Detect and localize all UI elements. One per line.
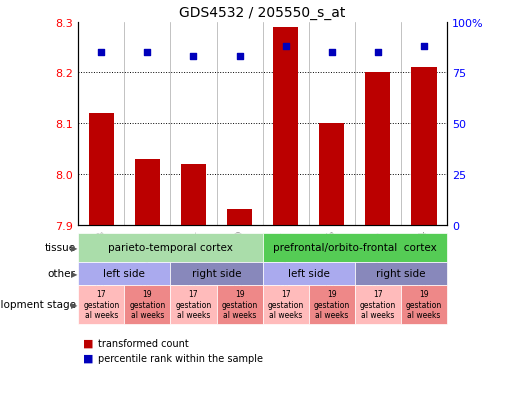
Bar [273, 28, 298, 225]
Text: 19
gestation
al weeks: 19 gestation al weeks [221, 290, 258, 319]
Text: 19
gestation
al weeks: 19 gestation al weeks [129, 290, 166, 319]
Text: left side: left side [104, 268, 145, 279]
Text: ▶: ▶ [71, 243, 78, 252]
Bar [181, 164, 206, 225]
Text: percentile rank within the sample: percentile rank within the sample [98, 353, 264, 363]
Point [282, 44, 290, 50]
Title: GDS4532 / 205550_s_at: GDS4532 / 205550_s_at [179, 6, 346, 20]
Text: tissue: tissue [44, 243, 76, 253]
Point [235, 54, 243, 60]
Text: 17
gestation
al weeks: 17 gestation al weeks [268, 290, 304, 319]
Text: development stage: development stage [0, 299, 76, 310]
Bar [135, 159, 160, 225]
Bar [227, 210, 252, 225]
Point [97, 50, 106, 57]
Text: ■: ■ [83, 338, 94, 348]
Text: parieto-temporal cortex: parieto-temporal cortex [108, 243, 233, 253]
Text: 17
gestation
al weeks: 17 gestation al weeks [360, 290, 396, 319]
Point [143, 50, 152, 57]
Text: prefrontal/orbito-frontal  cortex: prefrontal/orbito-frontal cortex [273, 243, 437, 253]
Text: ▶: ▶ [71, 269, 78, 278]
Bar [411, 68, 436, 225]
Text: 17
gestation
al weeks: 17 gestation al weeks [83, 290, 120, 319]
Bar [319, 124, 344, 225]
Text: 19
gestation
al weeks: 19 gestation al weeks [314, 290, 350, 319]
Text: 17
gestation
al weeks: 17 gestation al weeks [175, 290, 212, 319]
Point [374, 50, 382, 57]
Point [189, 54, 197, 60]
Text: right side: right side [376, 268, 426, 279]
Text: transformed count: transformed count [98, 338, 189, 348]
Bar [365, 74, 390, 225]
Text: 19
gestation
al weeks: 19 gestation al weeks [406, 290, 442, 319]
Point [420, 44, 428, 50]
Text: left side: left side [288, 268, 330, 279]
Text: other: other [48, 268, 76, 279]
Text: ▶: ▶ [71, 300, 78, 309]
Bar [89, 114, 114, 225]
Text: right side: right side [192, 268, 241, 279]
Text: ■: ■ [83, 353, 94, 363]
Point [328, 50, 336, 57]
